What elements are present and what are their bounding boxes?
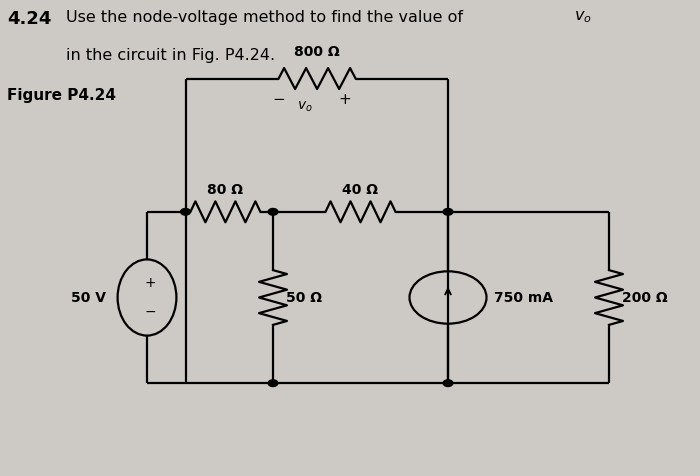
Text: 750 mA: 750 mA [494,290,552,305]
Text: in the circuit in Fig. P4.24.: in the circuit in Fig. P4.24. [66,48,276,63]
Text: Figure P4.24: Figure P4.24 [7,88,116,103]
Text: $\it{v}_o$: $\it{v}_o$ [297,100,312,114]
Text: 40 Ω: 40 Ω [342,183,379,197]
Text: −: − [145,305,156,319]
Text: 4.24: 4.24 [7,10,51,28]
Text: Use the node-voltage method to find the value of: Use the node-voltage method to find the … [66,10,463,25]
Text: 50 Ω: 50 Ω [286,290,321,305]
Text: 50 V: 50 V [71,290,106,305]
Text: 200 Ω: 200 Ω [622,290,667,305]
Text: 800 Ω: 800 Ω [294,46,340,60]
Circle shape [443,380,453,387]
Circle shape [181,208,190,215]
Text: $v_o$: $v_o$ [574,10,592,25]
Circle shape [268,380,278,387]
Circle shape [268,208,278,215]
Text: +: + [339,91,351,107]
Text: 80 Ω: 80 Ω [207,183,244,197]
Text: +: + [145,276,156,290]
Circle shape [443,208,453,215]
Text: −: − [272,91,285,107]
